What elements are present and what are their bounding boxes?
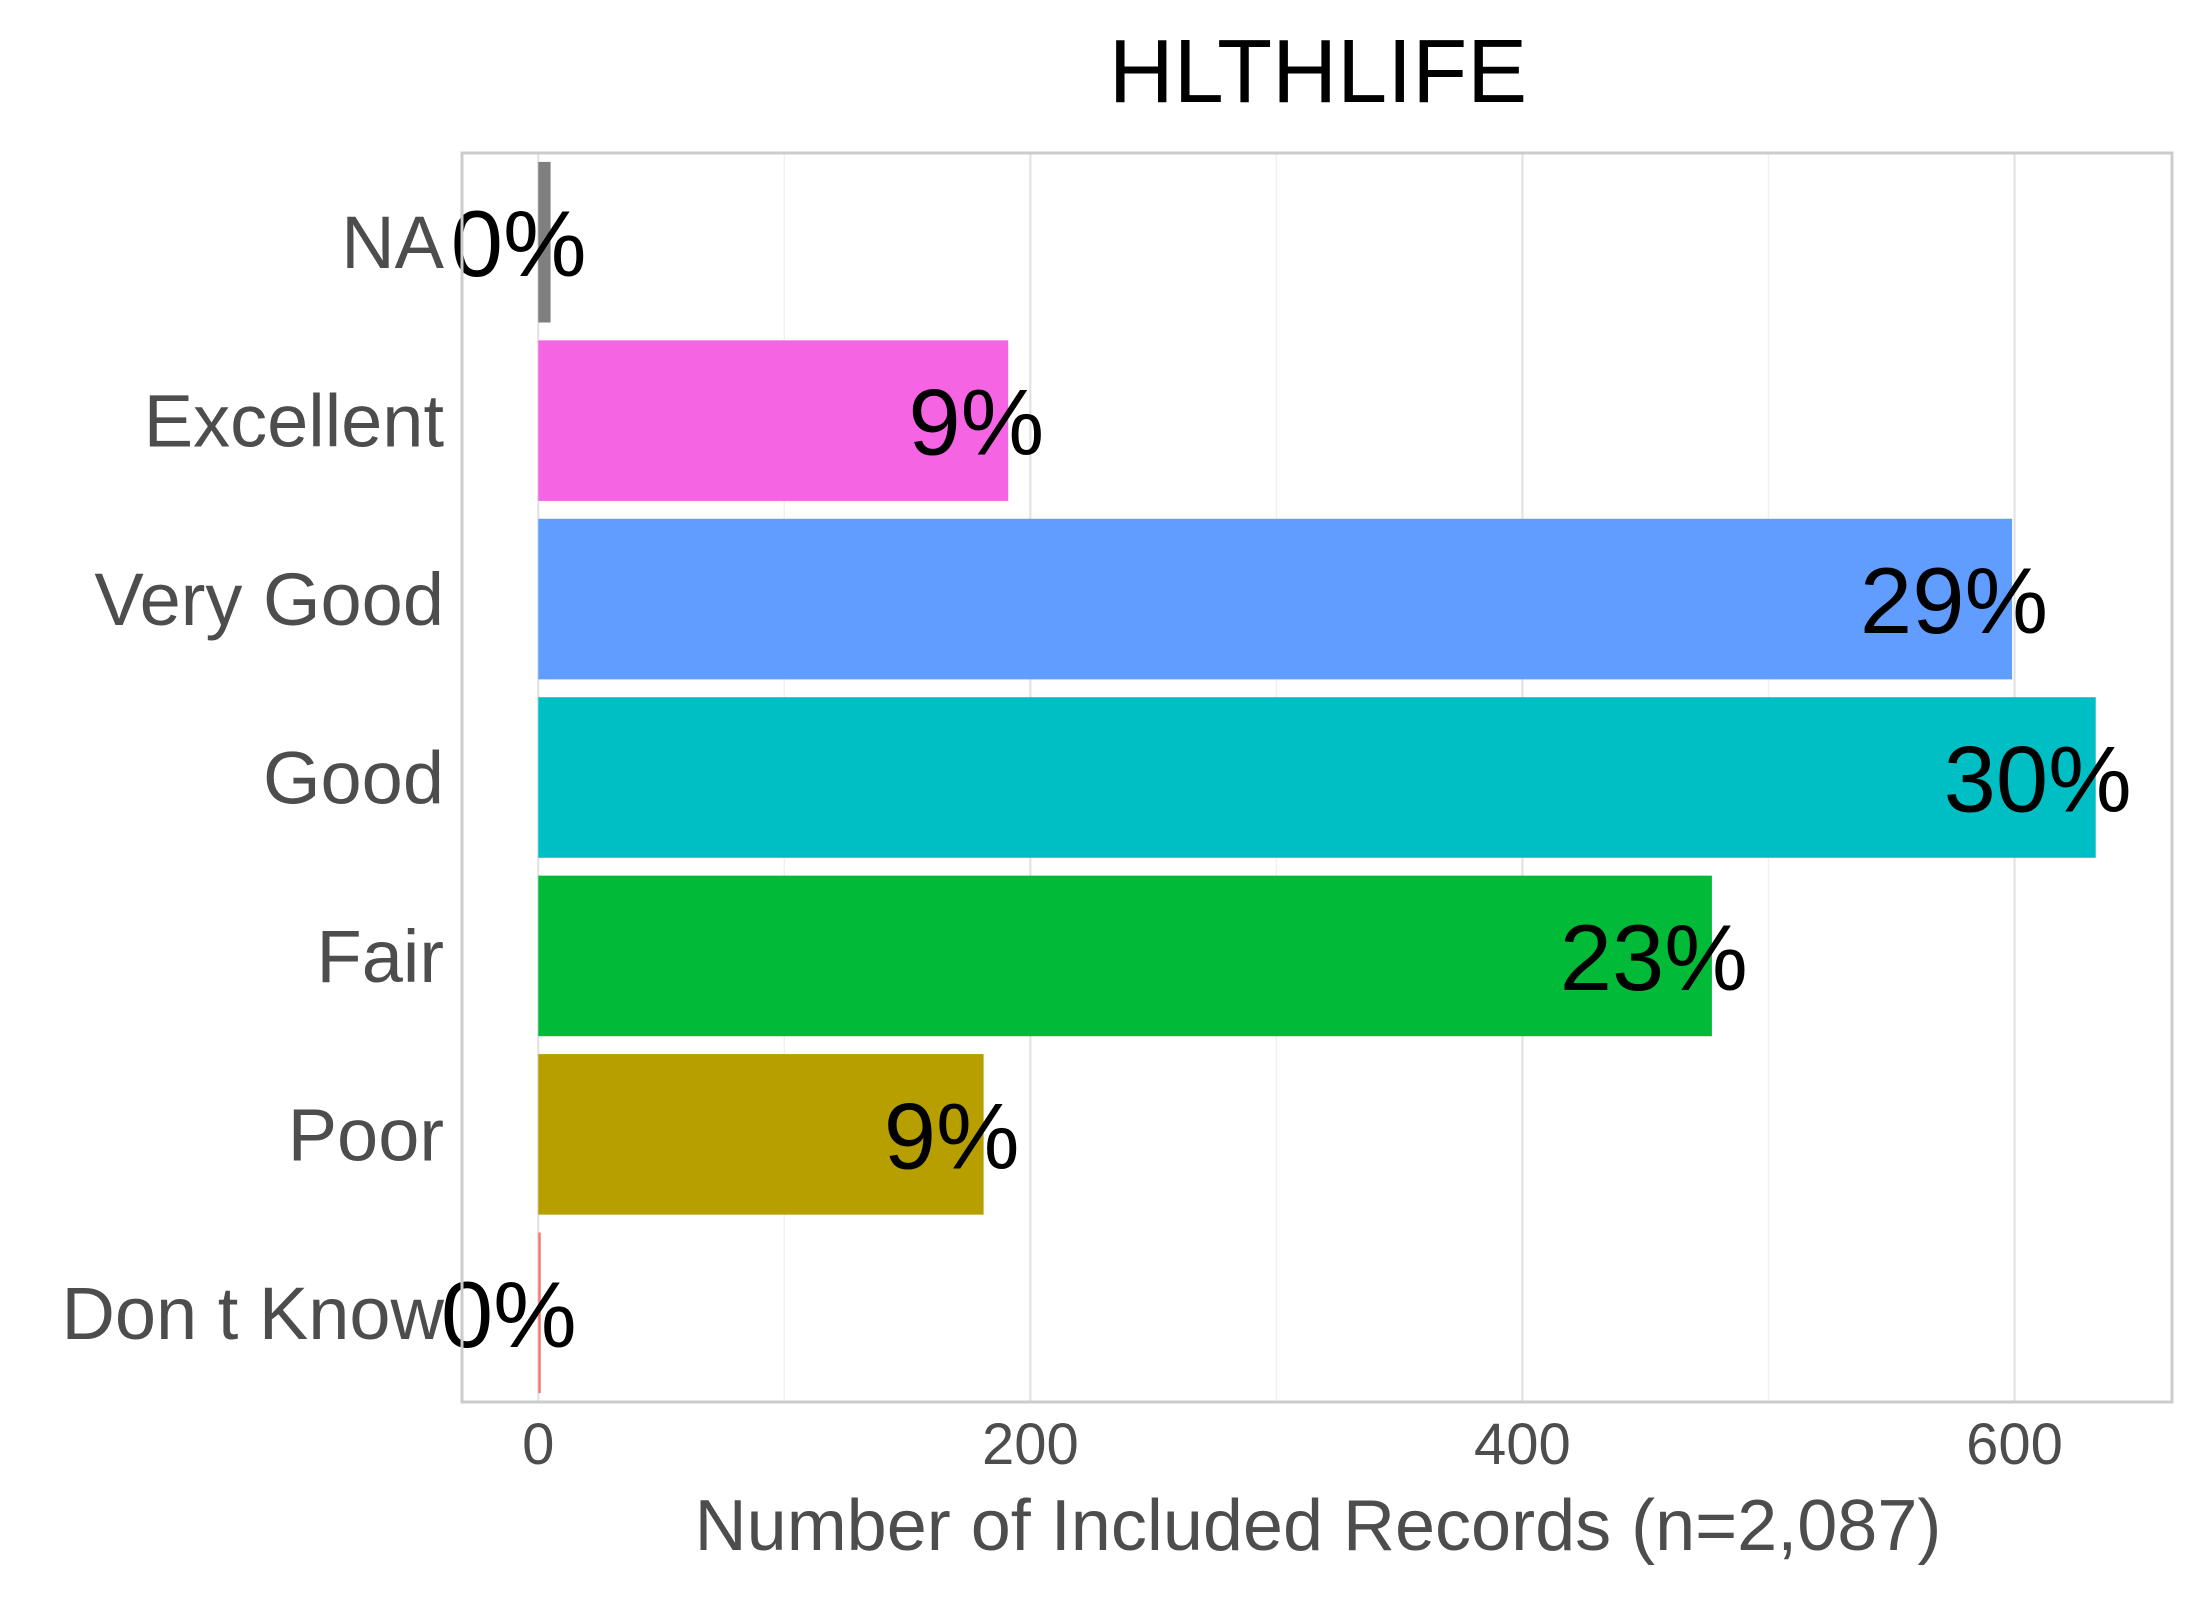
x-axis-ticks: 0 200 400 600: [522, 1412, 2063, 1477]
bars: [538, 161, 2096, 1394]
bar-1: [538, 340, 1009, 501]
x-tick-label-3: 600: [1966, 1412, 2063, 1477]
y-category-label-6: Don t Know: [61, 1272, 444, 1355]
y-category-label-5: Poor: [288, 1093, 444, 1176]
y-category-label-4: Fair: [317, 915, 444, 998]
panel-border: [460, 151, 2174, 1404]
bar-6: [538, 1232, 541, 1394]
bar-5: [538, 1054, 984, 1215]
data-label-2: 29%: [1860, 548, 2048, 653]
data-label-3: 30%: [1944, 727, 2132, 832]
bar-4: [538, 875, 1712, 1037]
y-category-label-2: Very Good: [94, 558, 444, 641]
x-tick-label-0: 0: [522, 1412, 554, 1477]
y-category-label-0: NA: [341, 201, 444, 284]
bar-2: [538, 518, 2013, 680]
data-label-4: 23%: [1560, 905, 1748, 1010]
y-category-label-1: Excellent: [144, 380, 445, 463]
x-axis-title: Number of Included Records (n=2,087): [695, 1486, 1942, 1566]
data-label-6: 0%: [441, 1262, 577, 1367]
x-tick-label-1: 200: [982, 1412, 1079, 1477]
bar-3: [538, 697, 2096, 858]
y-axis-labels: NA Excellent Very Good Good Fair Poor Don t Kn…: [61, 201, 444, 1355]
data-label-0: 0%: [451, 191, 587, 296]
chart-title: HLTHLIFE: [1109, 22, 1527, 122]
bar-0: [538, 161, 551, 323]
data-labels: 0% 9% 29% 30% 23% 9% 0%: [441, 191, 2132, 1367]
x-tick-label-2: 400: [1474, 1412, 1571, 1477]
data-label-1: 9%: [908, 370, 1044, 475]
y-category-label-3: Good: [263, 737, 444, 820]
data-label-5: 9%: [884, 1083, 1020, 1188]
